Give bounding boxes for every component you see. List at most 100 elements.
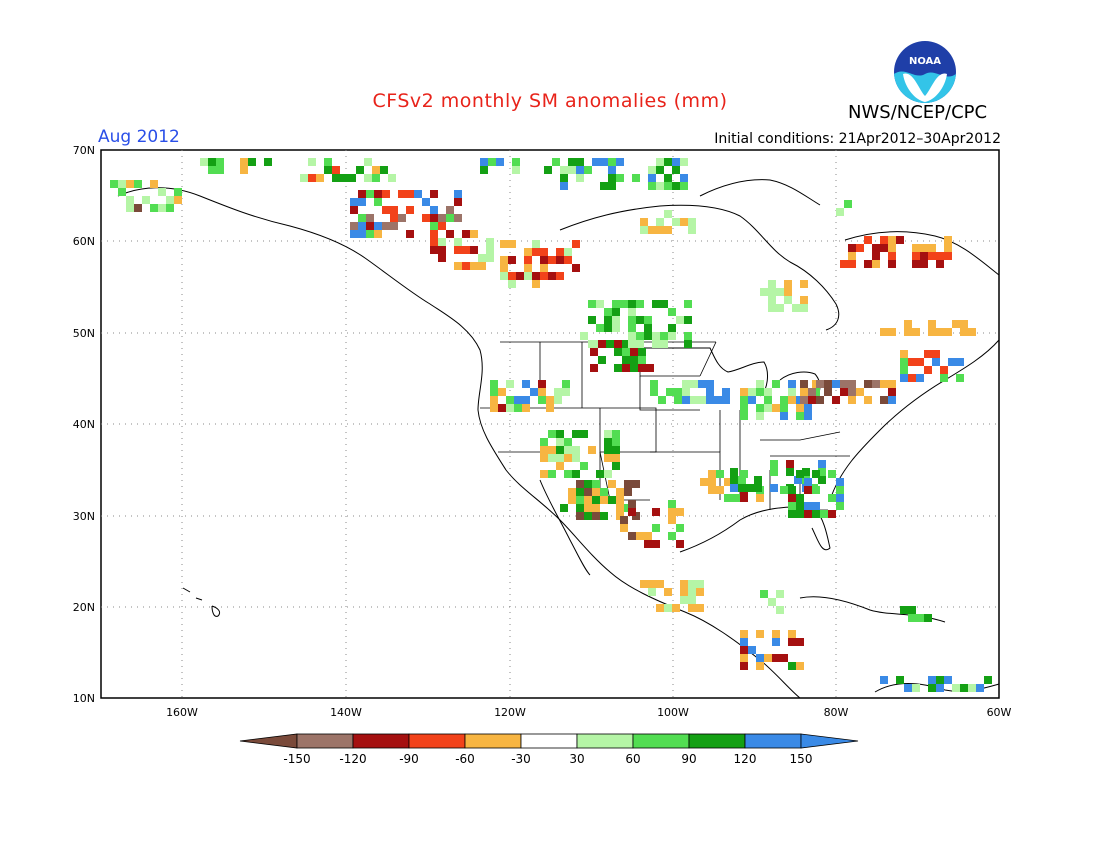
anomaly-cell xyxy=(776,590,784,598)
anomaly-cell xyxy=(516,272,524,280)
anomaly-cell xyxy=(788,638,796,646)
anomaly-cell xyxy=(506,396,514,404)
anomaly-cell xyxy=(956,358,964,366)
anomaly-cell xyxy=(592,488,600,496)
lon-label-60w: 60W xyxy=(987,706,1012,719)
anomaly-cell xyxy=(664,226,672,234)
anomaly-cell xyxy=(676,508,684,516)
anomaly-cell xyxy=(688,596,696,604)
anomaly-cell xyxy=(158,188,166,196)
anomaly-cell xyxy=(216,158,224,166)
anomaly-cell xyxy=(548,430,556,438)
anomaly-cell xyxy=(644,316,652,324)
anomaly-cell xyxy=(652,524,660,532)
anomaly-cell xyxy=(498,404,506,412)
anomaly-cell xyxy=(802,468,810,476)
anomaly-cell xyxy=(576,496,584,504)
anomaly-cell xyxy=(688,604,696,612)
anomaly-cell xyxy=(564,256,572,264)
anomaly-cell xyxy=(768,598,776,606)
anomaly-cell xyxy=(740,404,748,412)
anomaly-cell xyxy=(880,244,888,252)
anomaly-cell xyxy=(668,500,676,508)
colorbar-label-9: 150 xyxy=(790,752,813,766)
anomaly-cell xyxy=(638,364,646,372)
anomaly-cell xyxy=(900,350,908,358)
anomaly-cell xyxy=(552,158,560,166)
anomaly-cell xyxy=(584,166,592,174)
anomaly-cell xyxy=(604,324,612,332)
anomaly-cell xyxy=(932,350,940,358)
anomaly-cell xyxy=(656,158,664,166)
anomaly-cell xyxy=(614,340,622,348)
anomaly-cell xyxy=(608,182,616,190)
latitude-labels: 70N 60N 50N 40N 30N 20N 10N xyxy=(73,144,95,705)
anomaly-cell xyxy=(780,654,788,662)
anomaly-cell xyxy=(576,504,584,512)
anomaly-cell xyxy=(656,218,664,226)
anomaly-cell xyxy=(430,238,438,246)
colorbar-bin-9 xyxy=(744,733,802,749)
anomaly-cell xyxy=(568,496,576,504)
anomaly-cell xyxy=(630,364,638,372)
anomaly-cell xyxy=(366,222,374,230)
anomaly-cell xyxy=(324,158,332,166)
anomaly-cell xyxy=(506,380,514,388)
anomaly-cell xyxy=(562,380,570,388)
colorbar-bin-4 xyxy=(464,733,522,749)
anomaly-cell xyxy=(556,272,564,280)
anomaly-cell xyxy=(264,158,272,166)
anomaly-cell xyxy=(500,272,508,280)
lat-label-20n: 20N xyxy=(73,601,95,614)
anomaly-cell xyxy=(908,374,916,382)
anomaly-cell xyxy=(646,364,654,372)
anomaly-cell xyxy=(788,502,796,510)
anomaly-cell xyxy=(680,596,688,604)
anomaly-cell xyxy=(572,446,580,454)
anomaly-cell xyxy=(576,480,584,488)
anomaly-cell xyxy=(912,244,920,252)
anomaly-cell xyxy=(936,252,944,260)
anomaly-cell xyxy=(390,206,398,214)
anomaly-cell xyxy=(768,288,776,296)
anomaly-cell xyxy=(640,226,648,234)
anomaly-cell xyxy=(944,328,952,336)
anomaly-cell xyxy=(796,470,804,478)
anomaly-cell xyxy=(730,476,738,484)
anomaly-cell xyxy=(564,446,572,454)
anomaly-cell xyxy=(580,332,588,340)
anomaly-cell xyxy=(576,512,584,520)
map-frame xyxy=(100,149,1000,699)
anomaly-cell xyxy=(532,248,540,256)
anomaly-cell xyxy=(358,222,366,230)
anomaly-cell xyxy=(616,174,624,182)
anomaly-cell xyxy=(608,158,616,166)
anomaly-cell xyxy=(740,412,748,420)
anomaly-cell xyxy=(764,388,772,396)
anomaly-cell xyxy=(438,222,446,230)
anomaly-cell xyxy=(936,260,944,268)
anomaly-cell xyxy=(612,446,620,454)
anomaly-cell xyxy=(664,158,672,166)
anomaly-cell xyxy=(904,320,912,328)
anomaly-cell xyxy=(656,226,664,234)
anomaly-cell xyxy=(936,676,944,684)
anomaly-cell xyxy=(616,496,624,504)
lat-label-60n: 60N xyxy=(73,235,95,248)
anomaly-cell xyxy=(794,476,802,484)
anomaly-cell xyxy=(856,244,864,252)
anomaly-cell xyxy=(660,300,668,308)
anomaly-cell xyxy=(730,484,738,492)
lon-label-100w: 100W xyxy=(657,706,689,719)
anomaly-cell xyxy=(714,396,722,404)
anomaly-cell xyxy=(740,630,748,638)
anomaly-cell xyxy=(240,166,248,174)
anomaly-cell xyxy=(664,604,672,612)
anomaly-cell xyxy=(952,320,960,328)
anomaly-cell xyxy=(572,470,580,478)
anomaly-cell xyxy=(486,254,494,262)
anomaly-cell xyxy=(700,478,708,486)
anomaly-cell xyxy=(540,272,548,280)
anomaly-cell xyxy=(350,222,358,230)
anomaly-cell xyxy=(780,404,788,412)
